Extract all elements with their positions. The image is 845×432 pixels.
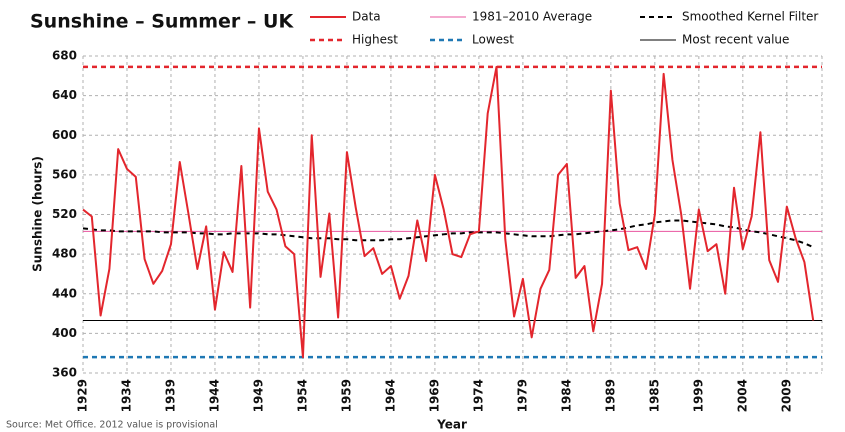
y-tick-label: 440 [52,286,77,300]
legend-label: Data [352,10,381,24]
series-line [82,65,815,359]
y-tick-label: 360 [52,366,77,380]
x-tick-label: 1989 [603,379,617,412]
legend-label: 1981–2010 Average [472,10,592,24]
x-tick-label: 1944 [207,379,221,412]
x-tick-label: 1984 [559,379,573,412]
legend-label: Most recent value [682,33,789,47]
x-tick-label: 1964 [383,379,397,412]
y-tick-label: 640 [52,88,77,102]
y-tick-label: 600 [52,128,77,142]
x-tick-label: 2009 [779,379,793,412]
chart-title: Sunshine – Summer – UK [30,11,294,33]
x-tick-label: 1985 [647,379,661,412]
y-tick-label: 480 [52,247,77,261]
y-tick-label: 680 [52,49,77,63]
y-axis-title: Sunshine (hours) [31,156,45,272]
x-tick-label: 1949 [251,379,265,412]
x-tick-label: 1974 [471,379,485,412]
x-tick-label: 2004 [735,379,749,412]
legend-label: Highest [352,33,398,47]
x-tick-label: 1999 [691,379,705,412]
legend-label: Smoothed Kernel Filter [682,10,818,24]
y-tick-label: 520 [52,207,77,221]
legend-label: Lowest [472,33,514,47]
y-tick-label: 400 [52,326,77,340]
x-tick-label: 1939 [163,379,177,412]
x-tick-label: 1979 [515,379,529,412]
x-tick-label: 1934 [119,379,133,412]
x-tick-label: 1969 [427,379,441,412]
x-tick-label: 1929 [76,379,90,412]
x-tick-label: 1954 [295,379,309,412]
x-axis-title: Year [436,418,467,432]
x-tick-label: 1959 [339,379,353,412]
source-note: Source: Met Office. 2012 value is provis… [6,420,218,431]
y-tick-label: 560 [52,167,77,181]
